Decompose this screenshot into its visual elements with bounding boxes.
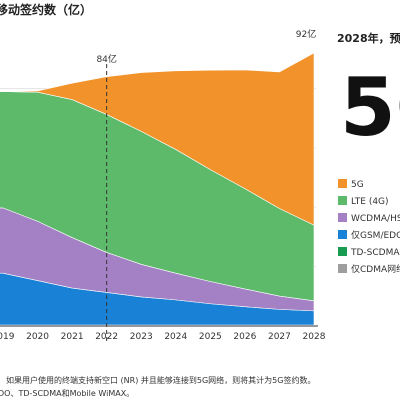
marker-label: 84亿 bbox=[96, 53, 116, 65]
legend-label: 仅CDMA网络 bbox=[351, 263, 400, 275]
legend-swatch bbox=[338, 213, 347, 222]
x-tick-2025: 2025 bbox=[199, 332, 222, 342]
x-tick-2019: 2019 bbox=[0, 332, 15, 342]
chart-title: 移动签约数（亿） bbox=[0, 2, 92, 17]
legend-swatch bbox=[338, 264, 347, 273]
x-tick-2028: 2028 bbox=[303, 332, 326, 342]
legend-label: 仅GSM/EDGE bbox=[351, 229, 400, 241]
legend-swatch bbox=[338, 247, 347, 256]
x-tick-2024: 2024 bbox=[164, 332, 187, 342]
legend-label: 5G bbox=[351, 180, 364, 190]
legend-label: WCDMA/HS bbox=[351, 214, 400, 224]
legend: 5G LTE (4G) WCDMA/HS 仅GSM/EDGE TD-SCDMA 仅CDMA… bbox=[338, 179, 400, 275]
area-series bbox=[0, 52, 315, 327]
legend-swatch bbox=[338, 179, 347, 188]
side-panel-big-number: 5G bbox=[340, 61, 400, 154]
x-tick-2027: 2027 bbox=[268, 332, 291, 342]
legend-label: TD-SCDMA bbox=[350, 248, 400, 258]
footnote-2: DO、TD-SCDMA和Mobile WiMAX。 bbox=[0, 389, 134, 398]
x-tick-labels: 2019 2020 2021 2022 2023 2024 2025 2026 2027 2028 bbox=[0, 332, 326, 342]
legend-label: LTE (4G) bbox=[351, 197, 389, 207]
x-tick-2021: 2021 bbox=[61, 332, 84, 342]
x-tick-2026: 2026 bbox=[233, 332, 256, 342]
legend-swatch bbox=[338, 196, 347, 205]
legend-swatch bbox=[338, 230, 347, 239]
side-panel-title: 2028年，预计 bbox=[337, 31, 400, 45]
top-value-label: 92亿 bbox=[296, 28, 316, 40]
x-tick-2023: 2023 bbox=[130, 332, 153, 342]
area-5g-series bbox=[0, 52, 315, 226]
x-tick-2022: 2022 bbox=[95, 332, 118, 342]
footnote-1: 如果用户使用的终端支持新空口 (NR) 并且能够连接到5G网络，则将其计为5G签… bbox=[6, 375, 315, 385]
x-tick-2020: 2020 bbox=[26, 332, 49, 342]
